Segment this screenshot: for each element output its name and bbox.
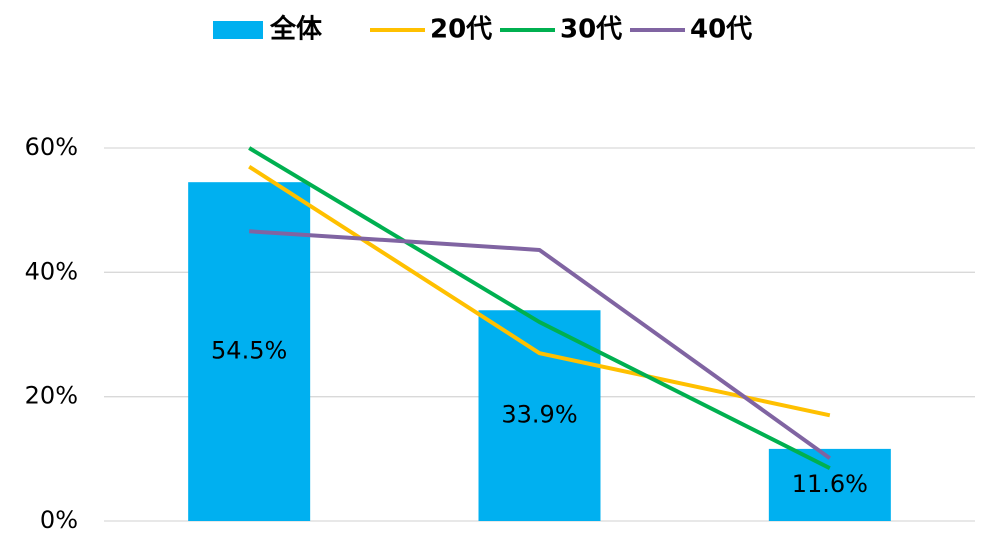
bar [478,310,601,521]
value-label: 33.9% [501,401,577,429]
bar [768,448,891,521]
legend-label: 20代 [430,15,492,45]
value-label: 11.6% [792,470,868,498]
line [249,229,831,460]
line [248,164,831,418]
value-label: 54.5% [211,337,287,365]
y-tick-label: 0% [40,506,78,534]
y-tick-label: 60% [25,133,78,161]
legend-label: 全体 [269,14,323,45]
line [248,146,831,470]
y-tick-label: 40% [25,257,78,285]
legend-label: 30代 [560,15,622,45]
bar [188,182,311,522]
y-tick-label: 20% [25,382,78,410]
legend-swatch [213,21,263,39]
legend-label: 40代 [690,15,752,45]
